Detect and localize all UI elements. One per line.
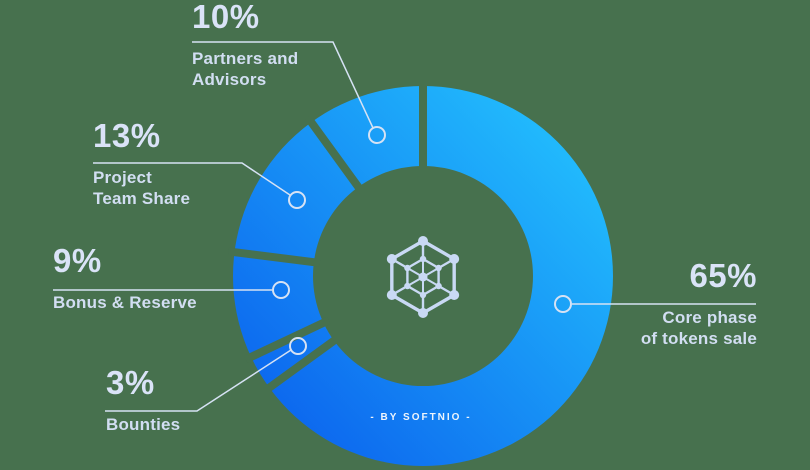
caption-line: Project xyxy=(93,168,153,187)
logo-node xyxy=(386,254,397,264)
segment-caption: Core phase of tokens sale xyxy=(641,307,757,349)
caption-line: Core phase xyxy=(662,308,757,327)
callout-bounties: 3% Bounties xyxy=(106,366,180,435)
marker-partners xyxy=(368,126,386,144)
percent-value: 3% xyxy=(106,364,155,401)
callout-bonus-reserve: 9% Bonus & Reserve xyxy=(53,244,197,313)
callout-project-team-share: 13% Project Team Share xyxy=(93,119,190,209)
caption-line: of tokens sale xyxy=(640,329,757,348)
percent-value: 65% xyxy=(689,257,757,294)
branding-text: - BY SOFTNIO - xyxy=(370,412,472,423)
caption-line: Bounties xyxy=(106,415,181,434)
logo-node xyxy=(386,290,397,300)
slice-separator xyxy=(243,316,331,364)
segment-caption: Project Team Share xyxy=(93,167,190,209)
logo-node xyxy=(435,264,442,272)
donut-ring-group xyxy=(233,86,613,466)
slice-separator xyxy=(228,247,321,267)
logo-node xyxy=(419,291,427,299)
logo-node xyxy=(404,264,411,272)
logo-node xyxy=(449,290,460,300)
marker-team xyxy=(288,191,306,209)
caption-line: Advisors xyxy=(192,70,267,89)
percent-value: 9% xyxy=(53,242,102,279)
callout-core-phase: 65% Core phase of tokens sale xyxy=(641,259,757,349)
callout-partners-and-advisors: 10% Partners and Advisors xyxy=(192,0,298,90)
logo-node xyxy=(418,308,428,318)
marker-bonus xyxy=(272,281,290,299)
caption-line: Bonus & Reserve xyxy=(53,293,197,312)
logo-center-node xyxy=(418,272,428,282)
segment-caption: Bounties xyxy=(106,414,180,435)
logo-node xyxy=(418,236,428,246)
donut-ring xyxy=(233,86,613,466)
logo-node xyxy=(404,282,411,290)
slice-separator xyxy=(304,115,366,195)
percent-value: 13% xyxy=(93,117,161,154)
marker-bounties xyxy=(289,337,307,355)
logo-node xyxy=(435,282,442,290)
logo-node xyxy=(419,255,427,263)
segment-caption: Partners and Advisors xyxy=(192,48,298,90)
leader-line-partners xyxy=(192,41,374,129)
leader-line-team xyxy=(93,162,291,196)
caption-line: Team Share xyxy=(93,189,191,208)
segment-caption: Bonus & Reserve xyxy=(53,292,197,313)
caption-line: Partners and xyxy=(192,49,299,68)
callout-lines-group xyxy=(53,41,756,412)
slice-separator xyxy=(262,333,342,395)
logo-node xyxy=(449,254,460,264)
leader-line-bounties xyxy=(105,349,292,412)
marker-core xyxy=(554,295,572,313)
percent-value: 10% xyxy=(192,0,260,35)
hexagon-network-icon xyxy=(386,236,460,318)
slice-separators-group xyxy=(228,80,427,395)
